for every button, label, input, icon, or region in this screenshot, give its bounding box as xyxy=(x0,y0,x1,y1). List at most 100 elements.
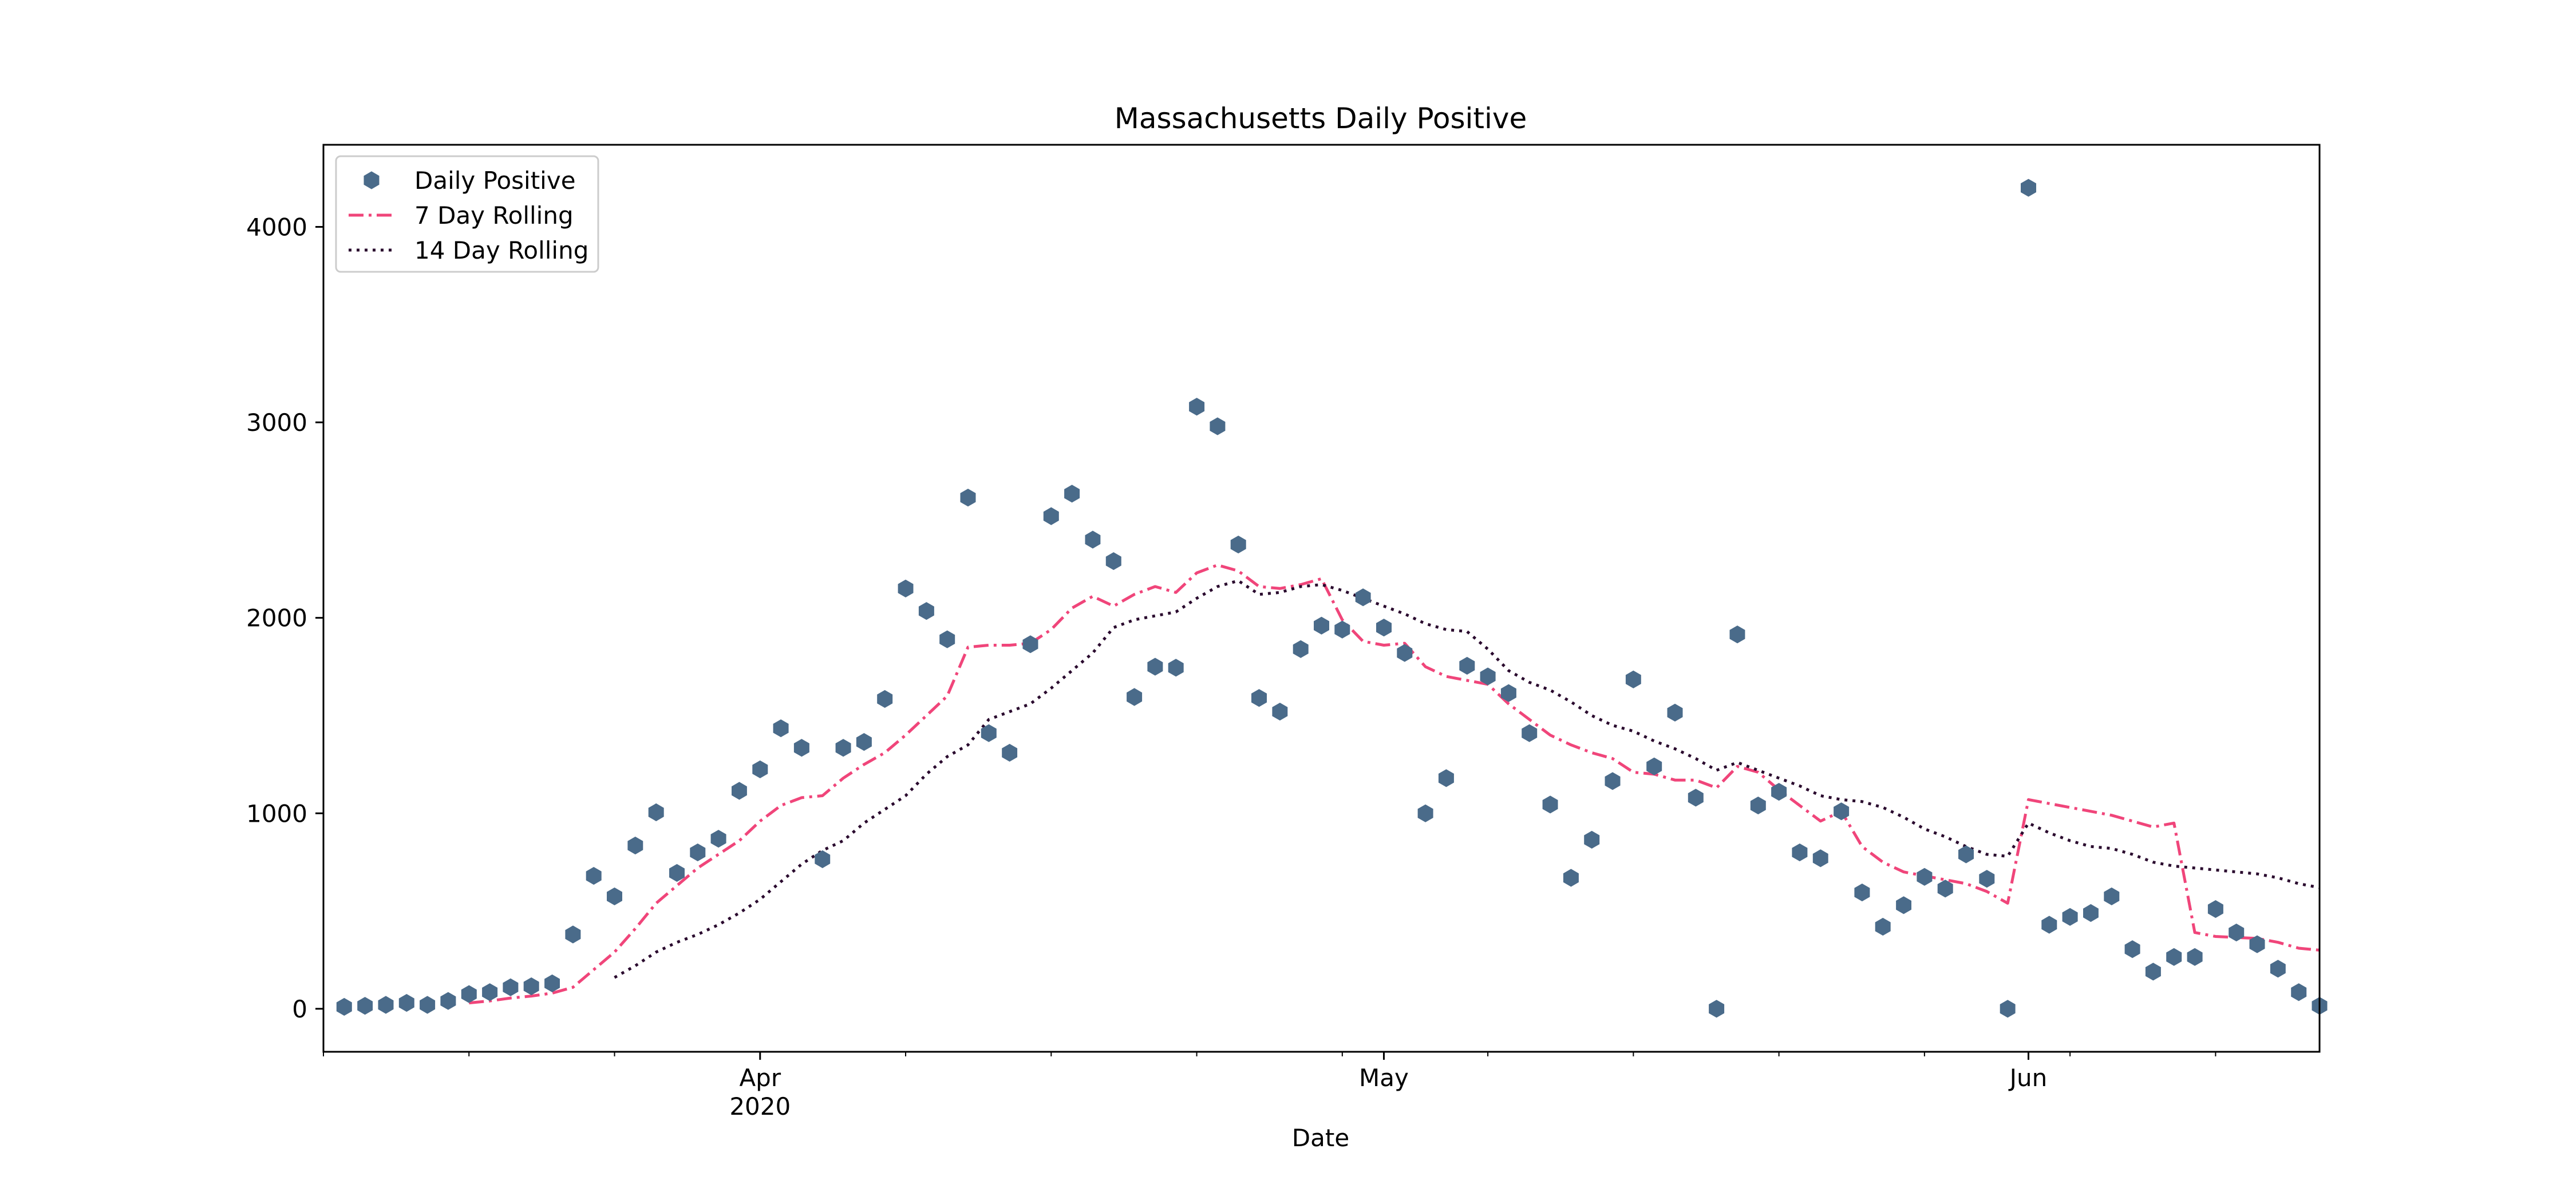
data-point xyxy=(877,690,893,708)
data-point xyxy=(1937,880,1953,898)
data-point xyxy=(440,992,456,1010)
data-point xyxy=(1771,783,1787,801)
data-point xyxy=(981,724,997,742)
data-point xyxy=(607,887,622,905)
data-point xyxy=(1500,684,1516,702)
data-point xyxy=(1168,659,1184,677)
data-point xyxy=(1397,644,1413,662)
data-point xyxy=(710,830,726,848)
axes-frame xyxy=(322,144,2321,1053)
data-point xyxy=(1917,868,1933,886)
data-point xyxy=(690,843,706,862)
data-point xyxy=(1812,849,1828,868)
data-point xyxy=(1605,772,1621,790)
data-point xyxy=(2124,940,2140,959)
data-point xyxy=(1480,667,1496,686)
data-point xyxy=(1459,656,1475,675)
data-point xyxy=(732,782,747,800)
data-point xyxy=(2083,904,2099,922)
data-point xyxy=(1272,703,1288,721)
data-point xyxy=(586,867,602,885)
data-point xyxy=(1750,797,1766,815)
data-point xyxy=(2041,916,2057,934)
data-point xyxy=(1002,743,1018,762)
legend-marker-0 xyxy=(364,171,380,189)
data-point xyxy=(1085,530,1101,549)
y-tick-label: 1000 xyxy=(246,799,307,827)
data-point xyxy=(1792,843,1808,862)
data-point xyxy=(627,837,643,855)
data-point xyxy=(398,994,414,1012)
data-point xyxy=(1105,552,1121,571)
x-tick-label: Jun xyxy=(2008,1064,2048,1092)
data-point xyxy=(1584,830,1600,849)
plot-area xyxy=(336,179,2328,1018)
series-line-1 xyxy=(469,563,2320,1005)
x-tick-label: Apr xyxy=(739,1064,781,1092)
data-point xyxy=(1293,640,1309,658)
data-point xyxy=(1127,688,1143,706)
data-point xyxy=(378,996,394,1014)
data-point xyxy=(1688,789,1704,807)
data-point xyxy=(2104,887,2120,905)
data-point xyxy=(2270,960,2286,978)
y-tick-label: 4000 xyxy=(246,213,307,241)
data-point xyxy=(482,983,498,1001)
data-point xyxy=(856,733,872,751)
data-point xyxy=(1022,635,1038,654)
data-point xyxy=(1709,1000,1725,1018)
chart-title: Massachusetts Daily Positive xyxy=(1115,102,1527,135)
data-point xyxy=(1064,485,1080,503)
data-point xyxy=(773,719,789,738)
data-point xyxy=(1438,769,1454,787)
data-point xyxy=(2166,948,2182,966)
data-point xyxy=(918,602,934,620)
data-point xyxy=(1230,536,1246,554)
x-tick-label: May xyxy=(1359,1064,1409,1092)
data-point xyxy=(835,739,851,757)
data-point xyxy=(2062,908,2078,926)
data-point xyxy=(420,996,436,1014)
data-point xyxy=(2145,963,2161,981)
legend-label-2: 14 Day Rolling xyxy=(414,236,588,264)
data-point xyxy=(565,925,581,944)
data-point xyxy=(2249,935,2265,953)
data-point xyxy=(648,803,664,822)
data-point xyxy=(2187,948,2203,966)
data-point xyxy=(1958,845,1974,864)
data-point xyxy=(815,850,831,869)
data-point xyxy=(793,739,809,757)
data-point xyxy=(2291,983,2307,1001)
data-point xyxy=(357,997,373,1015)
series-line-2 xyxy=(614,579,2320,979)
data-point xyxy=(960,489,976,507)
x-axis-label: Date xyxy=(1292,1124,1349,1152)
data-point xyxy=(752,760,768,778)
data-point xyxy=(1667,703,1683,722)
data-point xyxy=(1043,507,1059,525)
data-point xyxy=(1417,804,1433,822)
data-point xyxy=(1979,870,1995,888)
data-point xyxy=(544,974,560,992)
data-point xyxy=(1646,757,1662,775)
data-point xyxy=(669,864,685,882)
y-tick-label: 3000 xyxy=(246,409,307,437)
data-point xyxy=(2021,179,2036,197)
data-point xyxy=(1314,616,1329,635)
y-tick-label: 2000 xyxy=(246,604,307,632)
data-point xyxy=(2207,900,2223,918)
data-point xyxy=(1522,724,1538,742)
data-point xyxy=(1729,625,1745,644)
data-point xyxy=(1834,802,1850,821)
data-point xyxy=(503,978,519,996)
legend-label-1: 7 Day Rolling xyxy=(414,201,574,229)
y-tick-label: 0 xyxy=(292,995,307,1023)
data-point xyxy=(1896,896,1911,914)
data-point xyxy=(2000,1000,2016,1018)
data-point xyxy=(1542,795,1558,814)
data-point xyxy=(1334,620,1350,639)
legend: Daily Positive 7 Day Rolling 14 Day Rollin… xyxy=(335,155,599,273)
